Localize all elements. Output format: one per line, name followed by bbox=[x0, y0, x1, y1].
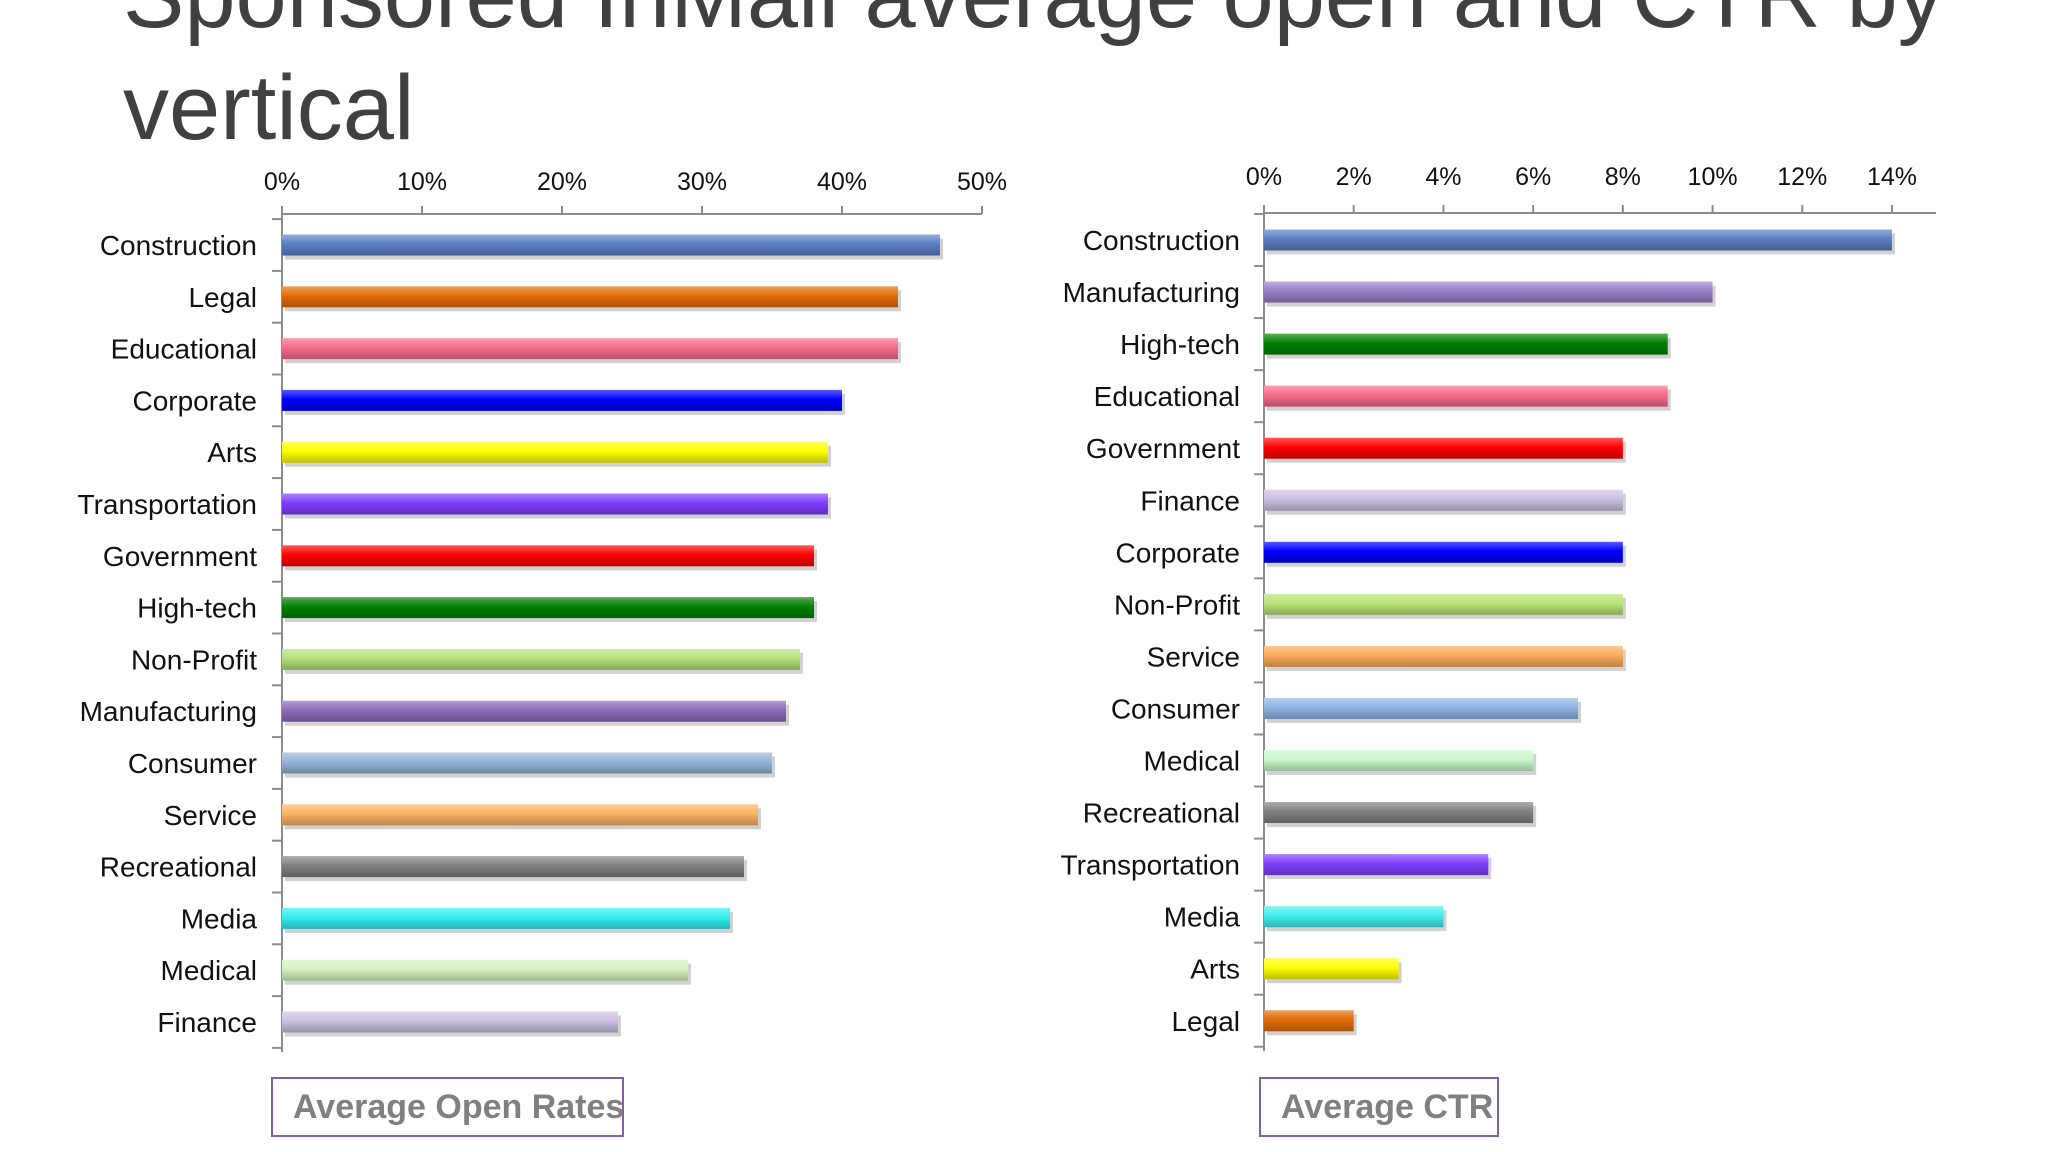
ctr-category-label: Recreational bbox=[1083, 798, 1240, 829]
ctr-bar-finance bbox=[1264, 489, 1623, 511]
open-rate-category-label: Manufacturing bbox=[80, 696, 257, 727]
ctr-x-tick-label: 8% bbox=[1605, 163, 1641, 191]
open-rate-category-label: Construction bbox=[100, 230, 257, 261]
open-rate-category-label: Consumer bbox=[128, 748, 257, 779]
open-rate-bar-transportation bbox=[282, 493, 828, 515]
open-rate-legend: Average Open Rates bbox=[271, 1077, 624, 1137]
open-rate-x-tick-label: 40% bbox=[817, 168, 867, 196]
open-rate-category-label: Media bbox=[181, 903, 258, 934]
open-rate-bar-media bbox=[282, 907, 730, 929]
ctr-bar-construction bbox=[1264, 229, 1892, 251]
open-rate-category-label: Service bbox=[164, 800, 257, 831]
open-rate-category-label: Recreational bbox=[100, 852, 257, 883]
open-rate-bar-finance bbox=[282, 1011, 618, 1033]
ctr-bar-media bbox=[1264, 906, 1444, 928]
ctr-category-label: Non-Profit bbox=[1114, 589, 1240, 620]
ctr-category-label: Finance bbox=[1140, 485, 1240, 516]
ctr-x-tick-label: 2% bbox=[1336, 163, 1372, 191]
open-rate-bar-non-profit bbox=[282, 648, 800, 670]
ctr-bar-non-profit bbox=[1264, 593, 1623, 615]
open-rate-bar-corporate bbox=[282, 389, 842, 411]
ctr-bar-recreational bbox=[1264, 802, 1534, 824]
open-rate-bar-government bbox=[282, 545, 814, 567]
ctr-x-tick-label: 14% bbox=[1867, 163, 1917, 191]
open-rate-bar-consumer bbox=[282, 752, 772, 774]
ctr-category-label: Arts bbox=[1190, 954, 1240, 985]
ctr-bar-consumer bbox=[1264, 697, 1578, 719]
ctr-bar-educational bbox=[1264, 385, 1668, 407]
ctr-category-label: Transportation bbox=[1061, 850, 1241, 881]
ctr-x-tick-label: 6% bbox=[1515, 163, 1551, 191]
ctr-category-label: Consumer bbox=[1111, 693, 1240, 724]
ctr-category-label: Media bbox=[1164, 902, 1241, 933]
ctr-bar-arts bbox=[1264, 958, 1399, 980]
ctr-bar-high-tech bbox=[1264, 333, 1668, 355]
open-rate-category-label: Legal bbox=[188, 282, 257, 313]
open-rate-bar-arts bbox=[282, 441, 828, 463]
open-rate-bar-high-tech bbox=[282, 597, 814, 619]
open-rate-x-tick-label: 0% bbox=[264, 168, 300, 196]
open-rate-bar-manufacturing bbox=[282, 700, 786, 722]
ctr-category-label: Medical bbox=[1144, 746, 1240, 777]
open-rate-category-label: Finance bbox=[157, 1007, 257, 1038]
open-rate-chart: 0% 10% 20% 30% 40% 50% Construction Legal Educat… bbox=[78, 168, 1007, 1052]
open-rate-x-tick-label: 10% bbox=[397, 168, 447, 196]
open-rate-bar-construction bbox=[282, 234, 940, 256]
ctr-bar-manufacturing bbox=[1264, 281, 1713, 303]
open-rate-category-label: Non-Profit bbox=[131, 644, 257, 675]
open-rate-x-tick-label: 50% bbox=[957, 168, 1007, 196]
open-rate-x-tick-label: 30% bbox=[677, 168, 727, 196]
ctr-legend: Average CTR bbox=[1259, 1077, 1499, 1137]
ctr-bar-corporate bbox=[1264, 541, 1623, 563]
open-rate-bar-educational bbox=[282, 338, 898, 360]
ctr-category-label: Manufacturing bbox=[1063, 277, 1240, 308]
ctr-category-label: Construction bbox=[1083, 225, 1240, 256]
ctr-bar-service bbox=[1264, 645, 1623, 667]
open-rate-chart-body: 0% 10% 20% 30% 40% 50% Construction Legal Educat… bbox=[78, 168, 1007, 1052]
open-rate-bar-medical bbox=[282, 959, 688, 981]
open-rate-category-label: High-tech bbox=[137, 593, 257, 624]
open-rate-category-label: Transportation bbox=[78, 489, 258, 520]
ctr-bar-transportation bbox=[1264, 854, 1489, 876]
ctr-x-tick-label: 12% bbox=[1777, 163, 1827, 191]
ctr-category-label: Educational bbox=[1094, 381, 1240, 412]
open-rate-bar-recreational bbox=[282, 856, 744, 878]
slide-title: Sponsored InMail average open and CTR by… bbox=[123, 0, 1944, 159]
open-rate-category-label: Arts bbox=[207, 437, 257, 468]
open-rate-bar-legal bbox=[282, 286, 898, 308]
ctr-x-tick-label: 0% bbox=[1246, 163, 1282, 191]
ctr-x-tick-label: 10% bbox=[1688, 163, 1738, 191]
open-rate-x-tick-label: 20% bbox=[537, 168, 587, 196]
ctr-category-label: Government bbox=[1086, 433, 1240, 464]
ctr-bar-government bbox=[1264, 437, 1623, 459]
ctr-category-label: High-tech bbox=[1120, 329, 1240, 360]
open-rate-category-label: Educational bbox=[111, 334, 257, 365]
open-rate-category-label: Government bbox=[103, 541, 257, 572]
ctr-bar-legal bbox=[1264, 1010, 1354, 1032]
open-rate-bar-service bbox=[282, 804, 758, 826]
ctr-category-label: Legal bbox=[1171, 1006, 1240, 1037]
ctr-category-label: Service bbox=[1147, 641, 1240, 672]
open-rate-category-label: Corporate bbox=[132, 385, 257, 416]
open-rate-category-label: Medical bbox=[161, 955, 257, 986]
ctr-x-tick-label: 4% bbox=[1425, 163, 1461, 191]
ctr-bar-medical bbox=[1264, 750, 1534, 771]
ctr-category-label: Corporate bbox=[1115, 537, 1240, 568]
ctr-chart-body: 0% 2% 4% 6% 8% 10% 12% 14% Construction Manufactu… bbox=[1061, 163, 1936, 1051]
